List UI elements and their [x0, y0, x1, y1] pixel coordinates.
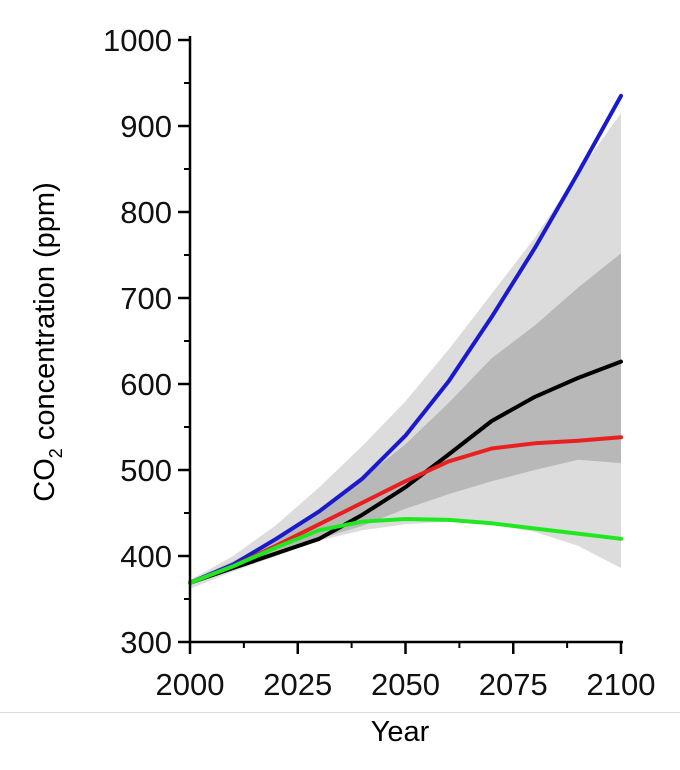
y-tick-label: 600 — [120, 367, 172, 402]
y-tick-label: 1000 — [103, 23, 172, 58]
y-axis-title-subscript: 2 — [46, 448, 66, 458]
series-line-1 — [188, 93, 623, 585]
series-lines — [188, 93, 623, 585]
bottom-divider — [0, 712, 680, 713]
series-line-4 — [188, 517, 623, 585]
x-tick-label: 2000 — [156, 667, 225, 702]
y-tick-label: 400 — [120, 539, 172, 574]
x-tick-label: 2050 — [371, 667, 440, 702]
x-tick-label: 2025 — [263, 667, 332, 702]
x-axis-title: Year — [371, 716, 430, 748]
axes: 300 400 500 600 700 800 900 1000 2000 2025 2050 207… — [103, 23, 655, 702]
y-tick-label: 700 — [120, 281, 172, 316]
x-tick-label: 2075 — [479, 667, 548, 702]
y-tick-label: 800 — [120, 195, 172, 230]
y-tick-label: 300 — [120, 625, 172, 660]
y-tick-label: 900 — [120, 109, 172, 144]
uncertainty-band-2 — [190, 253, 621, 586]
series-line-2 — [188, 359, 623, 585]
y-axis-title: CO2 concentration (ppm) — [29, 182, 66, 501]
uncertainty-bands — [190, 113, 621, 589]
y-axis-title-co: CO — [29, 458, 61, 502]
y-tick-label: 500 — [120, 453, 172, 488]
y-axis-title-rest: concentration (ppm) — [29, 182, 61, 448]
x-tick-label: 2100 — [587, 667, 656, 702]
